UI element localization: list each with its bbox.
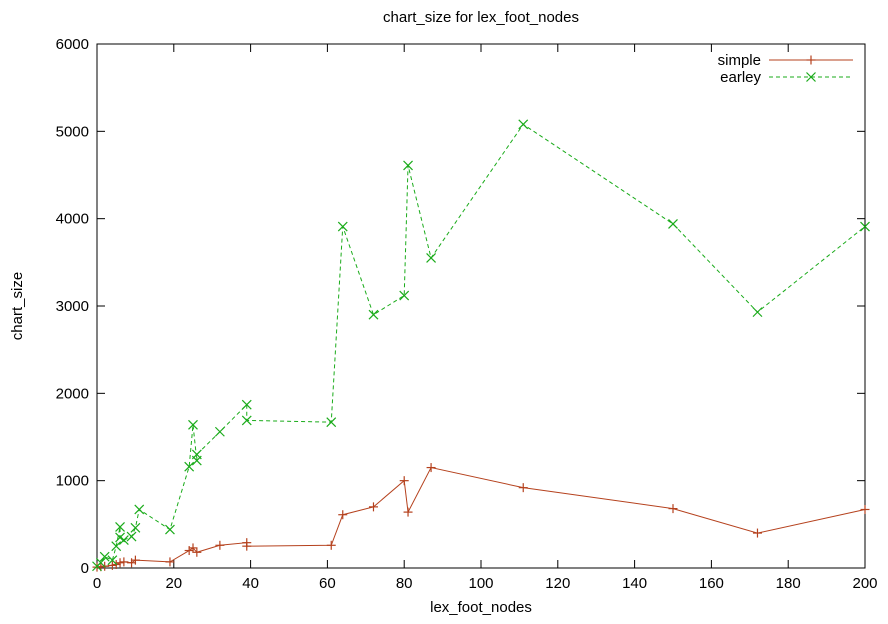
data-point-simple (752, 528, 762, 538)
y-tick-label: 6000 (56, 36, 89, 53)
y-tick-label: 0 (81, 560, 89, 577)
data-point-earley (326, 417, 337, 428)
legend-label: earley (720, 69, 761, 86)
data-point-earley (399, 290, 410, 301)
data-point-simple (399, 476, 409, 486)
data-point-simple (242, 541, 252, 551)
data-point-earley (337, 221, 348, 232)
x-tick-label: 160 (699, 575, 724, 592)
x-axis: 0 20 40 60 80 100 120 140 160 180 200 (93, 44, 878, 592)
legend-item-simple: simple (718, 52, 853, 69)
x-tick-label: 40 (242, 575, 259, 592)
x-tick-label: 140 (622, 575, 647, 592)
data-point-earley (107, 555, 118, 566)
data-point-earley (184, 461, 195, 472)
data-point-simple (668, 504, 678, 514)
series-layer (92, 119, 870, 572)
legend-item-earley: earley (720, 69, 853, 86)
data-point-earley (111, 541, 122, 552)
x-tick-label: 80 (396, 575, 413, 592)
data-point-simple (368, 502, 378, 512)
data-point-earley (95, 557, 106, 568)
x-tick-label: 0 (93, 575, 101, 592)
data-point-earley (668, 218, 678, 229)
data-point-earley (403, 160, 413, 171)
data-point-simple (326, 540, 336, 550)
data-point-simple (192, 547, 202, 557)
data-point-earley (165, 524, 175, 535)
y-tick-label: 1000 (56, 473, 89, 490)
data-point-earley (118, 535, 129, 545)
data-point-simple (130, 555, 140, 565)
x-tick-label: 180 (776, 575, 801, 592)
data-point-simple (107, 560, 117, 570)
y-axis: 0 1000 2000 3000 4000 5000 6000 (56, 36, 865, 577)
x-tick-label: 20 (165, 575, 182, 592)
series-earley (92, 119, 870, 572)
data-point-earley (860, 221, 870, 232)
x-tick-label: 60 (319, 575, 336, 592)
y-tick-label: 4000 (56, 211, 89, 228)
legend-marker (806, 72, 816, 82)
x-tick-label: 100 (468, 575, 493, 592)
data-point-earley (134, 504, 145, 515)
data-point-earley (130, 522, 141, 533)
data-point-earley (241, 399, 252, 410)
data-point-simple (115, 558, 125, 568)
data-point-simple (338, 510, 348, 520)
data-point-earley (241, 415, 252, 426)
data-point-earley (99, 551, 110, 562)
legend-marker (806, 55, 816, 65)
data-point-earley (368, 309, 379, 320)
x-tick-label: 120 (545, 575, 570, 592)
data-point-earley (191, 449, 202, 460)
data-point-earley (518, 119, 529, 130)
chart-title: chart_size for lex_foot_nodes (383, 9, 579, 26)
data-point-earley (426, 253, 437, 263)
data-point-earley (115, 522, 125, 532)
data-point-earley (214, 426, 225, 437)
x-tick-label: 200 (852, 575, 877, 592)
data-point-simple (860, 504, 870, 514)
x-axis-title: lex_foot_nodes (430, 599, 532, 616)
data-point-earley (188, 419, 198, 430)
data-point-simple (518, 483, 528, 493)
data-point-simple (165, 557, 175, 567)
y-axis-title: chart_size (9, 272, 26, 340)
y-tick-label: 2000 (56, 385, 89, 402)
data-point-earley (126, 531, 137, 542)
legend-label: simple (718, 52, 761, 69)
data-point-simple (188, 543, 198, 553)
data-point-earley (752, 307, 763, 318)
data-point-simple (119, 557, 129, 567)
data-point-simple (426, 463, 436, 473)
data-point-simple (215, 540, 225, 550)
y-tick-label: 5000 (56, 123, 89, 140)
y-tick-label: 3000 (56, 298, 89, 315)
data-point-simple (403, 507, 413, 517)
